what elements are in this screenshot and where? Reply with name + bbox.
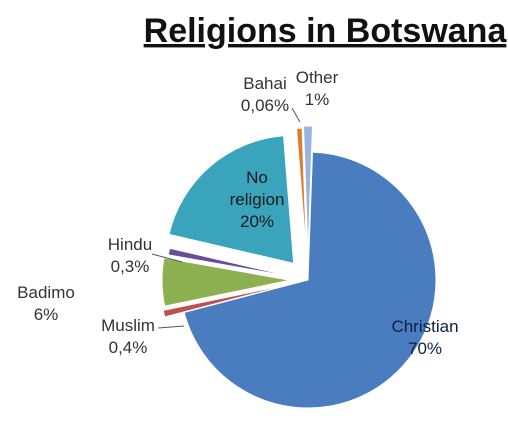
slice-christian — [183, 151, 437, 409]
leader-line-hindu — [151, 253, 183, 263]
chart-title: Religions in Botswana — [144, 12, 508, 50]
slice-label-other: Other 1% — [296, 68, 339, 109]
leader-line-muslim — [157, 325, 185, 329]
slice-badimo — [161, 257, 291, 307]
leader-lines — [151, 107, 301, 329]
slice-label-muslim: Muslim 0,4% — [101, 316, 155, 357]
pie-slices — [161, 125, 437, 409]
slice-label-christian: Christian 70% — [391, 317, 458, 358]
slice-labels: Christian 70% Muslim 0,4% Badimo 6% Hindu 0,3% N… — [17, 68, 458, 358]
slice-label-hindu: Hindu 0,3% — [108, 235, 152, 276]
leader-line-bahai — [291, 107, 301, 123]
slice-other — [302, 125, 313, 255]
slice-label-badimo: Badimo 6% — [17, 283, 75, 324]
slice-muslim — [162, 284, 289, 318]
slice-label-bahai: Bahai 0,06% — [241, 74, 289, 115]
slice-bahai — [295, 127, 308, 257]
slice-hindu — [167, 247, 295, 278]
slice-no-religion — [168, 135, 295, 264]
slice-label-no-religion: No religion 20% — [230, 168, 285, 231]
